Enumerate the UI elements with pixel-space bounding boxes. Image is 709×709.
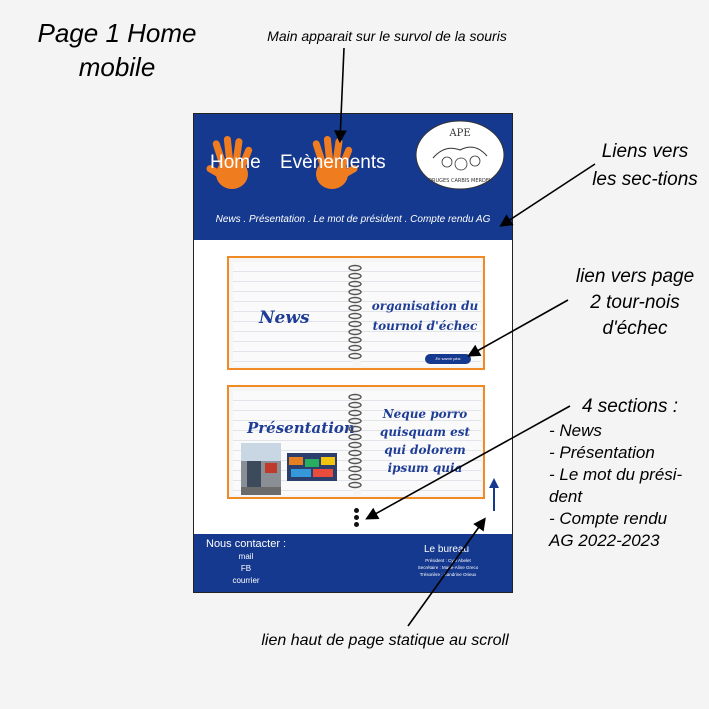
site-footer: Nous contacter : mail FB courrier Le bur… (194, 534, 512, 592)
annotation-sections-item: dent (549, 487, 583, 506)
contact-title: Nous contacter : (206, 538, 287, 550)
spiral-icon (348, 393, 362, 489)
more-sections-dots-icon (354, 508, 360, 529)
nav-link-events[interactable]: Evènements (280, 152, 386, 173)
site-header: Home Evènements APE DRUGES CARBIS MERDEL… (194, 114, 512, 240)
notebook-left-page: Présentation (233, 391, 355, 495)
nav-link-home[interactable]: Home (210, 152, 261, 173)
activity-photo (287, 453, 337, 481)
annotation-sections-item: AG 2022-2023 (549, 531, 660, 550)
spiral-icon (348, 264, 362, 360)
contact-mail-link[interactable]: mail (238, 552, 254, 561)
annotation-hover-note: Main apparait sur le survol de la souris (267, 28, 507, 44)
sections-nav-bar[interactable]: News . Présentation . Le mot de présiden… (215, 214, 491, 225)
notebook-right-page: Neque porro quisquam est qui dolorem ips… (361, 391, 481, 495)
contact-courrier-link[interactable]: courrier (232, 576, 260, 585)
news-title: News (259, 308, 310, 328)
school-photo (241, 443, 281, 495)
arrow-links (499, 163, 596, 227)
annotation-sections-item: - Présentation (549, 443, 655, 462)
presentation-text: Neque porro quisquam est qui dolorem ips… (379, 407, 471, 475)
annotation-sections-list: - News - Présentation - Le mot du prési-… (549, 420, 709, 552)
hand-icon (312, 136, 358, 189)
bureau-title: Le bureau (424, 544, 470, 555)
logo-text: APE (448, 128, 470, 139)
logo-icon[interactable]: APE DRUGES CARBIS MERDEL (415, 120, 505, 190)
news-card: News organisation du tournoi d'échec En … (227, 256, 485, 370)
annotation-scroll-note: lien haut de page statique au scroll (261, 632, 509, 649)
presentation-card: Présentation Neque porro quisquam est qu… (227, 385, 485, 499)
notebook-right-page: organisation du tournoi d'échec En savoi… (361, 262, 481, 366)
read-more-button[interactable]: En savoir plus (425, 354, 471, 364)
annotation-sections-item: - Compte rendu (549, 509, 668, 528)
scroll-up-arrow-icon[interactable] (488, 478, 500, 512)
annotation-sections-item: - Le mot du prési- (549, 465, 683, 484)
contact-fb-link[interactable]: FB (240, 564, 252, 573)
bureau-line: Secrétaire : Marie-Aline Greco (417, 565, 479, 570)
annotation-tournoi-note: lien vers page 2 tour-nois d'échec (575, 266, 695, 339)
annotation-sections-item: - News (549, 421, 602, 440)
logo-subtext: DRUGES CARBIS MERDEL (428, 178, 492, 184)
mobile-mockup: Home Evènements APE DRUGES CARBIS MERDEL… (193, 113, 513, 593)
hand-icon (206, 136, 253, 189)
bureau-line: Président : Cyril Abelet (425, 558, 471, 563)
annotation-sections-title: 4 sections : (581, 396, 679, 417)
annotation-links-note: Liens vers les sec-tions (592, 141, 698, 190)
news-text: organisation du tournoi d'échec (371, 299, 479, 333)
annotation-page-title: Page 1 Home mobile (37, 18, 197, 82)
presentation-title: Présentation (247, 419, 355, 437)
notebook-left-page: News (233, 262, 353, 366)
bureau-line: Trésorière : Sandrine Orieux (419, 572, 477, 577)
